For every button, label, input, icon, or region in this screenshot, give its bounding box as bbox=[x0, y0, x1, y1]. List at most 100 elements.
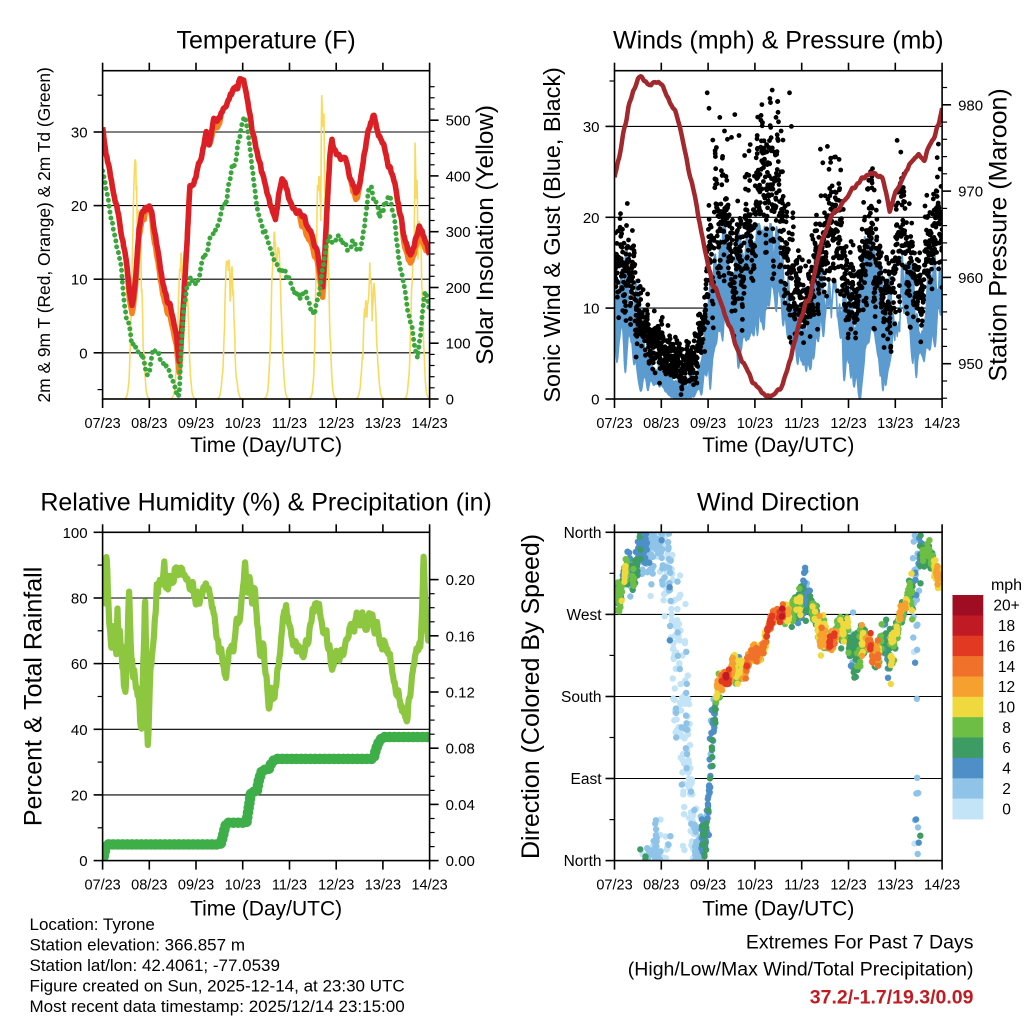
svg-text:10: 10 bbox=[583, 301, 600, 318]
svg-text:13/23: 13/23 bbox=[877, 878, 913, 894]
svg-text:40: 40 bbox=[71, 722, 88, 739]
svg-text:09/23: 09/23 bbox=[178, 416, 214, 432]
svg-text:300: 300 bbox=[446, 224, 471, 241]
svg-text:0.08: 0.08 bbox=[446, 741, 475, 758]
svg-text:30: 30 bbox=[71, 125, 88, 142]
svg-text:East: East bbox=[570, 771, 602, 788]
svg-text:Percent & Total Rainfall: Percent & Total Rainfall bbox=[20, 567, 48, 826]
svg-text:Most recent data timestamp: 20: Most recent data timestamp: 2025/12/14 2… bbox=[30, 997, 405, 1016]
svg-text:12/23: 12/23 bbox=[318, 878, 354, 894]
svg-text:14/23: 14/23 bbox=[411, 416, 447, 432]
svg-text:960: 960 bbox=[958, 270, 983, 287]
svg-text:North: North bbox=[564, 853, 602, 870]
svg-text:11/23: 11/23 bbox=[784, 416, 819, 432]
svg-text:80: 80 bbox=[71, 590, 88, 607]
svg-text:20+: 20+ bbox=[993, 598, 1019, 615]
svg-text:Station lat/lon: 42.4061; -77.: Station lat/lon: 42.4061; -77.0539 bbox=[30, 956, 280, 975]
svg-text:10/23: 10/23 bbox=[737, 416, 773, 432]
svg-text:10/23: 10/23 bbox=[225, 878, 261, 894]
svg-text:2m & 9m T (Red, Orange) & 2m T: 2m & 9m T (Red, Orange) & 2m Td (Green) bbox=[34, 67, 54, 402]
svg-text:09/23: 09/23 bbox=[690, 416, 726, 432]
svg-text:0: 0 bbox=[1002, 801, 1011, 818]
svg-text:10: 10 bbox=[998, 700, 1016, 717]
svg-text:mph: mph bbox=[991, 577, 1022, 594]
svg-text:09/23: 09/23 bbox=[178, 878, 214, 894]
svg-text:0: 0 bbox=[79, 345, 87, 362]
svg-text:18: 18 bbox=[998, 618, 1015, 635]
svg-text:12/23: 12/23 bbox=[318, 416, 354, 432]
svg-text:09/23: 09/23 bbox=[690, 878, 726, 894]
svg-text:14/23: 14/23 bbox=[411, 878, 447, 894]
svg-text:08/23: 08/23 bbox=[643, 878, 679, 894]
svg-text:20: 20 bbox=[71, 198, 88, 215]
svg-text:Time (Day/UTC): Time (Day/UTC) bbox=[190, 898, 342, 921]
svg-text:0: 0 bbox=[79, 853, 87, 870]
svg-text:6: 6 bbox=[1002, 740, 1011, 757]
svg-text:07/23: 07/23 bbox=[596, 416, 632, 432]
svg-text:South: South bbox=[561, 689, 602, 706]
svg-text:Direction (Colored By Speed): Direction (Colored By Speed) bbox=[517, 534, 545, 859]
svg-text:13/23: 13/23 bbox=[877, 416, 913, 432]
svg-text:950: 950 bbox=[958, 356, 983, 373]
svg-text:10/23: 10/23 bbox=[225, 416, 261, 432]
svg-text:Solar Insolation (Yellow): Solar Insolation (Yellow) bbox=[472, 105, 499, 365]
svg-text:Time (Day/UTC): Time (Day/UTC) bbox=[702, 898, 854, 921]
svg-text:0.16: 0.16 bbox=[446, 628, 475, 645]
svg-text:60: 60 bbox=[71, 656, 88, 673]
svg-text:13/23: 13/23 bbox=[365, 878, 401, 894]
svg-text:30: 30 bbox=[583, 119, 600, 136]
svg-text:14: 14 bbox=[998, 659, 1016, 676]
svg-text:400: 400 bbox=[446, 168, 471, 185]
svg-text:200: 200 bbox=[446, 280, 471, 297]
svg-text:100: 100 bbox=[63, 525, 88, 542]
svg-text:20: 20 bbox=[71, 787, 88, 804]
svg-text:07/23: 07/23 bbox=[84, 878, 120, 894]
svg-text:Station Pressure (Maroon): Station Pressure (Maroon) bbox=[985, 88, 1013, 381]
svg-text:10: 10 bbox=[71, 272, 88, 289]
svg-text:Temperature (F): Temperature (F) bbox=[176, 27, 355, 55]
svg-text:07/23: 07/23 bbox=[84, 416, 120, 432]
svg-text:14/23: 14/23 bbox=[924, 878, 960, 894]
svg-text:980: 980 bbox=[958, 97, 983, 114]
svg-text:Extremes For Past 7 Days: Extremes For Past 7 Days bbox=[746, 932, 974, 954]
svg-text:Figure created on Sun, 2025-12: Figure created on Sun, 2025-12-14, at 23… bbox=[30, 977, 405, 996]
svg-text:20: 20 bbox=[583, 210, 600, 227]
svg-text:11/23: 11/23 bbox=[272, 878, 307, 894]
svg-text:2: 2 bbox=[1002, 781, 1011, 798]
svg-text:12/23: 12/23 bbox=[830, 878, 866, 894]
svg-text:07/23: 07/23 bbox=[596, 878, 632, 894]
svg-text:08/23: 08/23 bbox=[131, 416, 167, 432]
svg-text:Location: Tyrone: Location: Tyrone bbox=[30, 915, 155, 934]
svg-text:14/23: 14/23 bbox=[924, 416, 960, 432]
svg-text:Wind Direction: Wind Direction bbox=[697, 489, 860, 517]
svg-text:West: West bbox=[566, 607, 602, 624]
svg-text:08/23: 08/23 bbox=[643, 416, 679, 432]
svg-text:100: 100 bbox=[446, 336, 471, 353]
svg-text:12: 12 bbox=[998, 679, 1015, 696]
svg-text:10/23: 10/23 bbox=[737, 878, 773, 894]
svg-text:08/23: 08/23 bbox=[131, 878, 167, 894]
svg-text:11/23: 11/23 bbox=[272, 416, 307, 432]
svg-text:500: 500 bbox=[446, 113, 471, 130]
svg-text:8: 8 bbox=[1002, 720, 1011, 737]
svg-text:(High/Low/Max Wind/Total Preci: (High/Low/Max Wind/Total Precipitation) bbox=[628, 959, 974, 981]
svg-text:0: 0 bbox=[591, 392, 599, 409]
svg-text:0.04: 0.04 bbox=[446, 797, 475, 814]
svg-text:4: 4 bbox=[1002, 761, 1011, 778]
svg-text:0.12: 0.12 bbox=[446, 685, 475, 702]
svg-text:37.2/-1.7/19.3/0.09: 37.2/-1.7/19.3/0.09 bbox=[810, 987, 974, 1009]
svg-text:Time (Day/UTC): Time (Day/UTC) bbox=[702, 434, 854, 457]
svg-text:0.00: 0.00 bbox=[446, 853, 475, 870]
svg-text:Time (Day/UTC): Time (Day/UTC) bbox=[190, 434, 342, 457]
svg-text:12/23: 12/23 bbox=[830, 416, 866, 432]
svg-text:Sonic Wind & Gust (Blue, Black: Sonic Wind & Gust (Blue, Black) bbox=[539, 67, 565, 402]
svg-text:Winds (mph) & Pressure (mb): Winds (mph) & Pressure (mb) bbox=[613, 27, 944, 55]
svg-text:11/23: 11/23 bbox=[784, 878, 819, 894]
svg-text:0.20: 0.20 bbox=[446, 572, 475, 589]
svg-text:Station elevation: 366.857 m: Station elevation: 366.857 m bbox=[30, 936, 245, 955]
svg-text:970: 970 bbox=[958, 184, 983, 201]
svg-text:Relative Humidity (%) & Precip: Relative Humidity (%) & Precipitation (i… bbox=[40, 489, 492, 517]
svg-text:13/23: 13/23 bbox=[365, 416, 401, 432]
svg-text:16: 16 bbox=[998, 638, 1015, 655]
svg-text:0: 0 bbox=[446, 392, 454, 409]
